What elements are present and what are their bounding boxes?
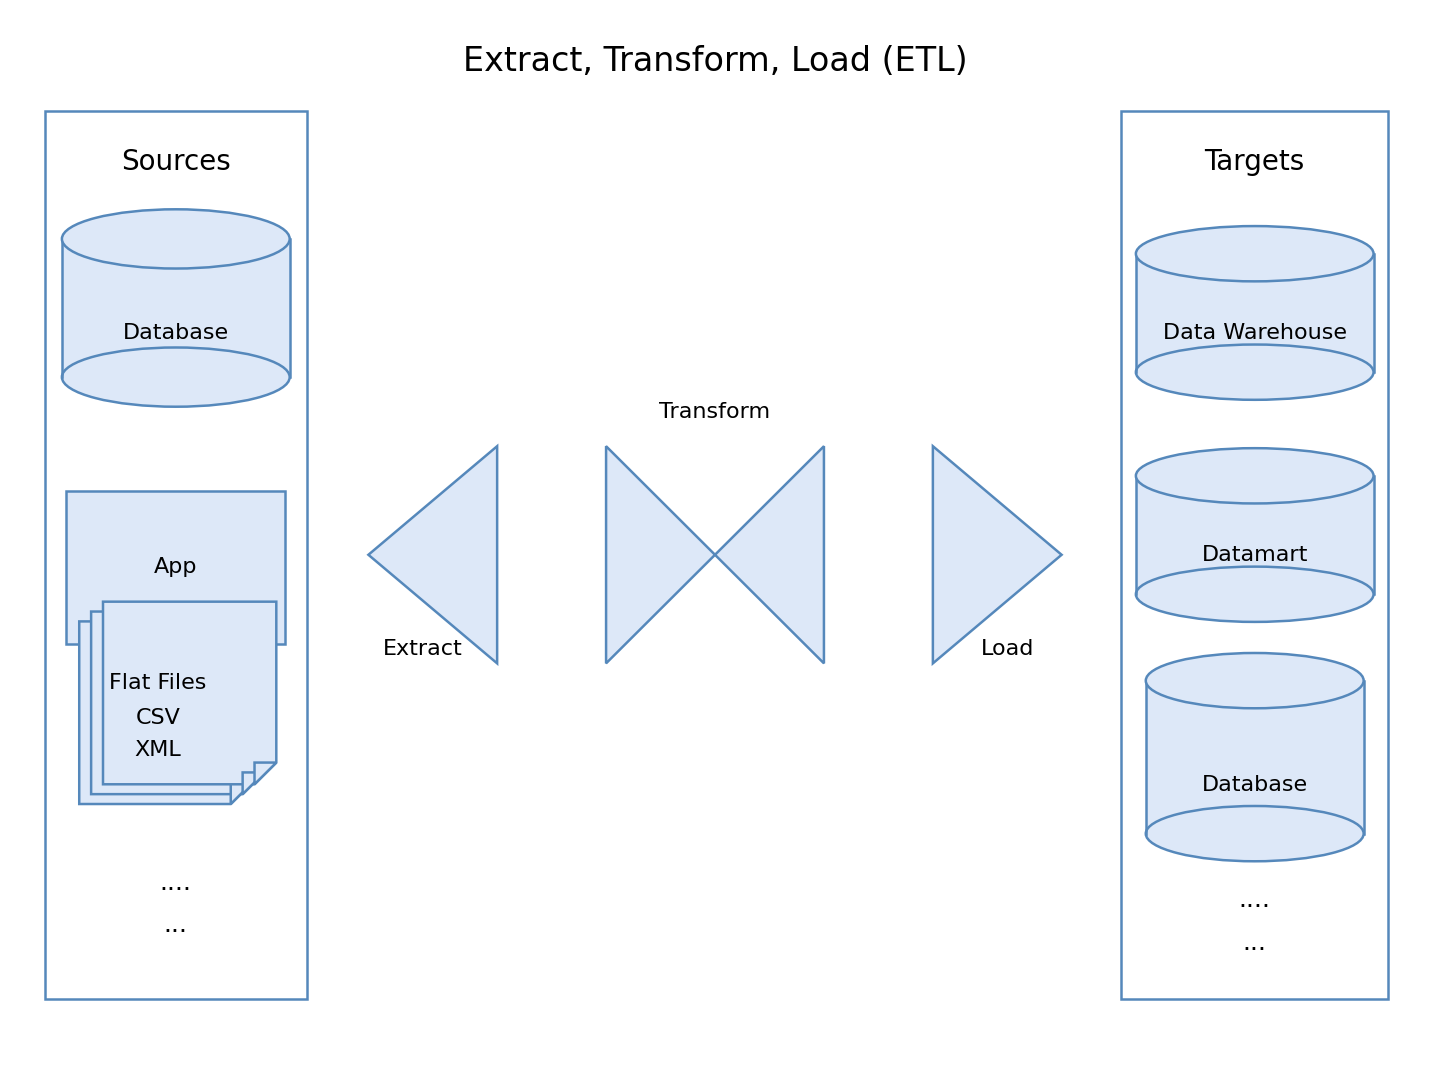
Text: Flat Files: Flat Files (109, 674, 206, 693)
Text: CSV: CSV (136, 708, 180, 727)
Text: App: App (155, 557, 197, 577)
Text: Targets: Targets (1205, 147, 1305, 175)
Text: Extract, Transform, Load (ETL): Extract, Transform, Load (ETL) (462, 45, 967, 77)
Polygon shape (607, 447, 716, 664)
Bar (62, 239, 289, 377)
Polygon shape (243, 773, 265, 794)
Text: Database: Database (1202, 775, 1308, 795)
Text: ....: .... (1239, 889, 1271, 912)
Text: Data Warehouse: Data Warehouse (1163, 323, 1347, 342)
Text: Database: Database (123, 323, 229, 342)
Polygon shape (933, 447, 1062, 664)
Bar (1146, 681, 1364, 834)
Ellipse shape (1136, 449, 1374, 504)
Text: XML: XML (135, 740, 182, 761)
Bar (1136, 254, 1374, 372)
Bar (1136, 476, 1374, 594)
Polygon shape (103, 601, 276, 784)
Text: ...: ... (163, 912, 187, 937)
Text: Datamart: Datamart (1202, 544, 1308, 565)
Ellipse shape (62, 210, 289, 269)
Polygon shape (255, 763, 276, 784)
Bar (44, 111, 308, 999)
Ellipse shape (1146, 653, 1364, 708)
Bar (66, 491, 285, 643)
Polygon shape (716, 447, 824, 664)
Bar (1120, 111, 1388, 999)
Text: ....: .... (160, 872, 192, 895)
Text: ...: ... (1242, 931, 1266, 954)
Polygon shape (368, 447, 497, 664)
Polygon shape (79, 622, 252, 804)
Text: Load: Load (980, 638, 1033, 659)
Text: Extract: Extract (384, 638, 462, 659)
Text: Transform: Transform (660, 401, 770, 422)
Polygon shape (230, 782, 252, 804)
Ellipse shape (1136, 567, 1374, 622)
Ellipse shape (62, 348, 289, 407)
Text: Sources: Sources (120, 147, 230, 175)
Polygon shape (92, 611, 265, 794)
Ellipse shape (1146, 806, 1364, 861)
Ellipse shape (1136, 344, 1374, 400)
Ellipse shape (1136, 226, 1374, 281)
